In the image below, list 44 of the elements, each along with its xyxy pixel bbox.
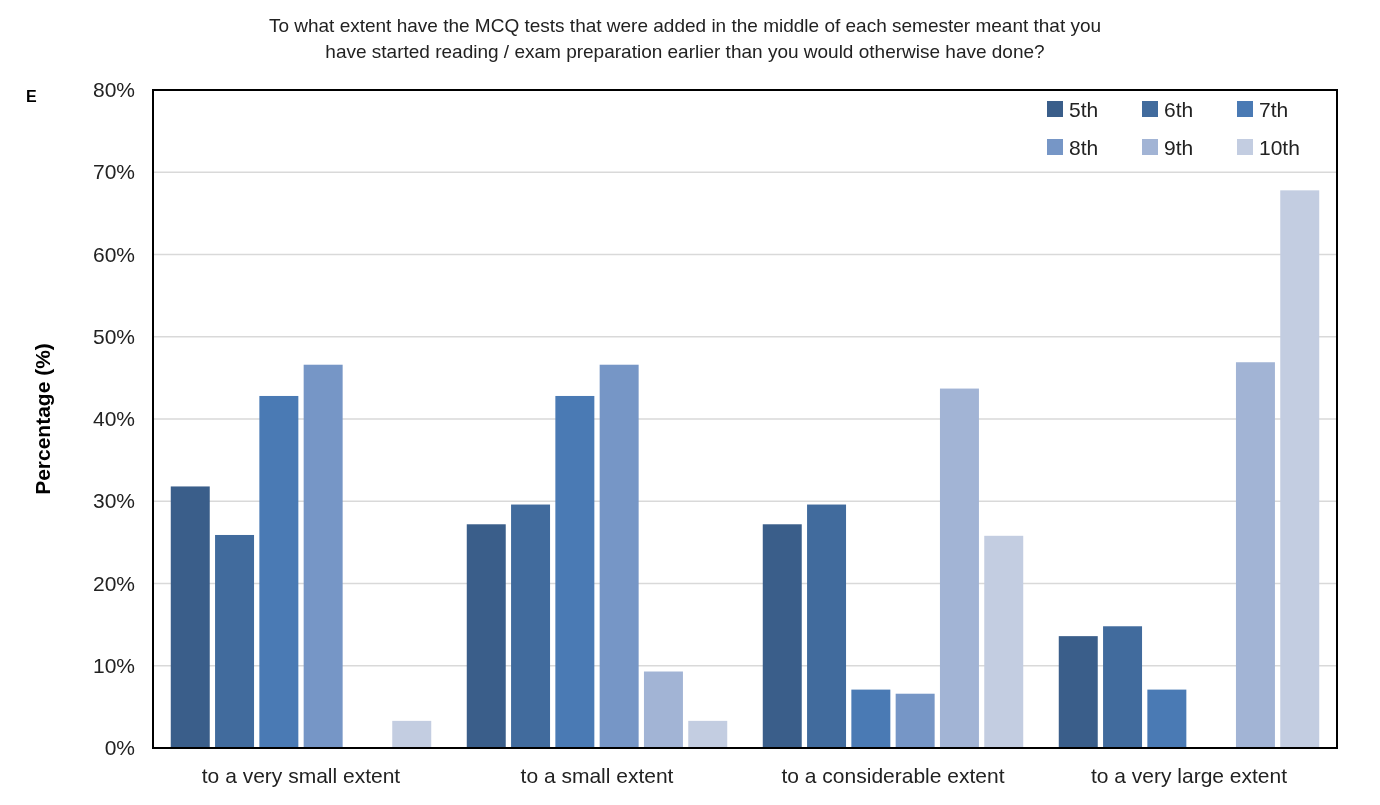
x-tick-label: to a very large extent [1090,764,1288,787]
y-tick-label: 10% [92,653,135,677]
bar [895,693,935,748]
y-tick-label: 60% [92,242,135,266]
legend-label: 10th [1259,136,1300,159]
bar [511,504,551,748]
chart-title: To what extent have the MCQ tests that were added in the middle of each semester meant that you have started reading / exam preparation earlier than you would otherwise have done? [268,15,1102,62]
bar [1280,190,1320,748]
bar [1103,626,1143,748]
x-tick-label: to a small extent [520,764,674,787]
legend-label: 6th [1164,98,1194,121]
y-tick-label: 70% [92,160,135,184]
y-tick-label: 40% [92,407,135,430]
bar [303,364,343,748]
bar [599,364,639,748]
y-tick-label: 50% [92,324,135,348]
bar [1235,362,1275,748]
bar [762,524,802,748]
y-tick-label: 80% [92,78,135,101]
bar [215,534,255,748]
x-tick-label: to a considerable extent [781,764,1005,787]
bar [1058,636,1098,748]
x-tick-label: to a very small extent [201,764,401,787]
bar [807,504,847,748]
bar [688,720,728,748]
y-axis-title: Percentage (%) [31,343,54,495]
bar [170,486,210,748]
bar [466,524,506,748]
y-tick-label: 0% [104,736,135,759]
bar [984,535,1024,748]
bar [259,395,299,748]
bar [392,720,432,748]
legend-label: 7th [1259,98,1289,121]
legend-label: 8th [1069,136,1099,159]
legend-label: 5th [1069,98,1099,121]
legend-label: 9th [1164,136,1194,159]
bar [851,689,891,748]
bar [643,671,683,748]
bar [939,388,979,748]
y-tick-label: 30% [92,489,135,513]
text: E [26,88,37,105]
bar [555,395,595,748]
y-tick-label: 20% [92,571,135,595]
bar [1147,689,1187,748]
